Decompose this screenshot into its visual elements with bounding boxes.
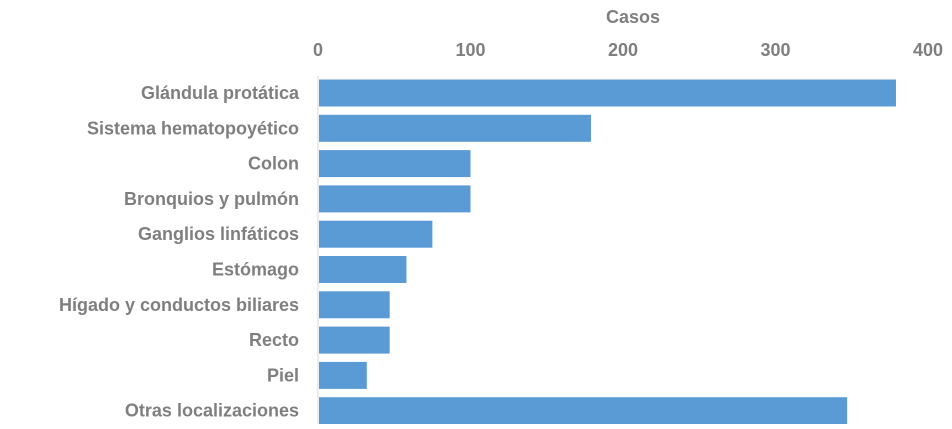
category-label: Recto (249, 330, 299, 350)
category-label: Glándula protática (141, 83, 300, 103)
bar (319, 79, 896, 107)
bar (319, 150, 471, 178)
x-tick-label: 100 (455, 40, 485, 60)
category-labels: Glándula protática Sistema hematopoyético… (59, 83, 300, 421)
x-tick-label: 400 (913, 40, 943, 60)
bar (319, 185, 471, 213)
bar (319, 326, 390, 354)
bar (319, 256, 407, 283)
bar (319, 291, 390, 319)
category-label: Otras localizaciones (125, 401, 299, 421)
x-tick-label: 300 (760, 40, 790, 60)
category-label: Piel (267, 365, 299, 385)
category-label: Bronquios y pulmón (124, 189, 299, 209)
bar (319, 220, 433, 248)
x-axis-title: Casos (606, 7, 660, 27)
x-axis-ticks: 0 100 200 300 400 (313, 40, 943, 60)
category-label: Estómago (212, 260, 299, 280)
category-label: Hígado y conductos biliares (59, 295, 299, 315)
category-label: Colon (248, 154, 299, 174)
bar (319, 397, 848, 425)
bar (319, 361, 367, 389)
bars (319, 79, 896, 425)
x-tick-label: 200 (608, 40, 638, 60)
bar (319, 114, 591, 142)
category-label: Ganglios linfáticos (138, 224, 299, 244)
x-tick-label: 0 (313, 40, 323, 60)
category-label: Sistema hematopoyético (87, 118, 299, 138)
